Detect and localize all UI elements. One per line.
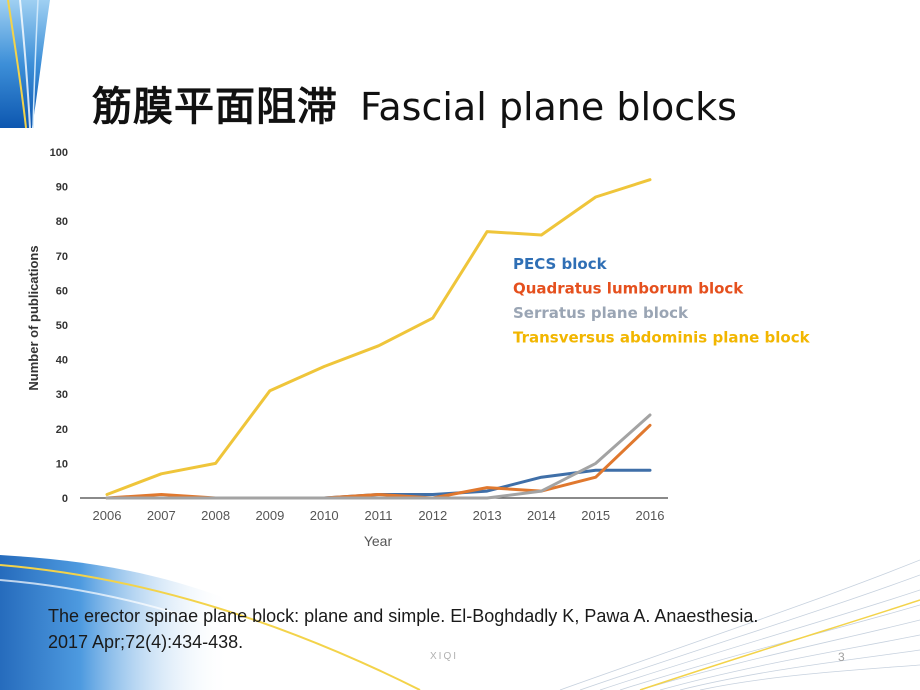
x-tick-label: 2012 (418, 508, 447, 523)
y-tick-label: 40 (56, 355, 68, 367)
slide-title: 筋膜平面阻滞 Fascial plane blocks (92, 74, 737, 132)
x-tick-label: 2014 (527, 508, 556, 523)
title-english: Fascial plane blocks (360, 85, 737, 129)
x-tick-label: 2009 (255, 508, 284, 523)
x-tick-label: 2008 (201, 508, 230, 523)
title-chinese: 筋膜平面阻滞 (92, 84, 338, 130)
chart-legend: PECS block Quadratus lumborum block Serrat… (513, 255, 811, 347)
x-tick-label: 2015 (581, 508, 610, 523)
y-tick-label: 90 (56, 182, 68, 194)
x-tick-label: 2007 (147, 508, 176, 523)
x-tick-label: 2010 (310, 508, 339, 523)
y-axis-label: Number of publications (26, 245, 41, 390)
citation: The erector spinae plane block: plane an… (48, 603, 898, 655)
x-tick-label: 2006 (93, 508, 122, 523)
series-line-tap (105, 178, 652, 496)
citation-line-1: The erector spinae plane block: plane an… (48, 606, 759, 626)
x-axis-ticks: 2006 2007 2008 2009 2010 2011 2012 2013 2014 2015… (93, 508, 665, 523)
series-line-serratus (105, 413, 652, 500)
slide-number: 3 (838, 650, 845, 664)
series-line-quadratus (105, 423, 652, 500)
x-axis-label: Year (364, 533, 393, 549)
y-tick-label: 50 (56, 320, 68, 332)
footer-text: XIQI (430, 651, 459, 662)
legend-entry-quadratus: Quadratus lumborum block (513, 280, 744, 298)
series-lines (105, 178, 652, 500)
legend-entry-tap: Transversus abdominis plane block (513, 329, 811, 347)
y-tick-label: 0 (62, 493, 68, 505)
x-tick-label: 2011 (365, 508, 393, 523)
legend-entry-serratus: Serratus plane block (513, 304, 689, 322)
y-tick-label: 20 (56, 424, 68, 436)
y-tick-label: 70 (56, 251, 68, 263)
x-tick-label: 2013 (473, 508, 502, 523)
y-axis-ticks: 0 10 20 30 40 50 60 70 80 90 100 (50, 147, 68, 505)
y-tick-label: 60 (56, 285, 68, 297)
legend-entry-pecs: PECS block (513, 255, 608, 273)
y-tick-label: 100 (50, 147, 68, 159)
y-tick-label: 30 (56, 389, 68, 401)
y-tick-label: 80 (56, 216, 68, 228)
citation-line-2: 2017 Apr;72(4):434-438. (48, 632, 244, 652)
y-tick-label: 10 (56, 458, 68, 470)
x-tick-label: 2016 (636, 508, 665, 523)
